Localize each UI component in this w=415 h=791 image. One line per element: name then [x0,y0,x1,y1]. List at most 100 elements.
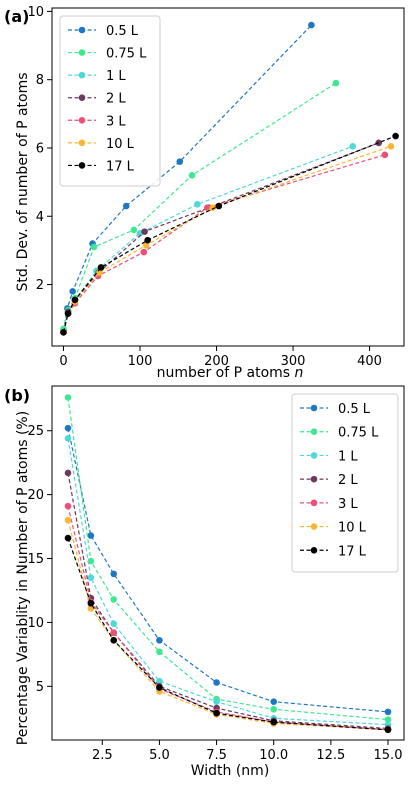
data-point-0-75-l [270,706,278,713]
data-point-17-l [87,599,95,607]
legend-label: 2 L [106,92,126,107]
data-point-1-l [213,698,220,705]
x-tick-label: 400 [357,354,382,369]
legend-label: 10 L [106,137,135,152]
legend-label: 1 L [338,449,358,464]
legend-label: 17 L [338,544,367,559]
panel-b-ylabel: Percentage Variablity in Number of P ato… [15,411,31,745]
legend-marker [78,26,86,34]
data-point-2-l [375,139,383,147]
panel-b-xlabel: Width (nm) [191,763,270,779]
data-point-17-l [144,236,151,244]
data-point-17-l [64,534,72,542]
data-point-17-l [110,637,118,644]
data-point-17-l [270,718,278,726]
data-point-3-l [381,151,389,159]
data-point-17-l [60,329,67,336]
data-point-0-5-l [110,570,118,578]
y-tick-label: 10 [27,616,44,631]
data-point-1-l [64,435,72,442]
legend-label: 3 L [338,497,358,512]
data-point-0-75-l [156,648,163,656]
data-point-0-5-l [87,532,95,539]
data-point-0-75-l [87,557,95,565]
data-point-17-l [392,132,399,140]
x-tick-label: 100 [128,354,153,369]
legend-label: 0.5 L [106,24,139,39]
legend-label: 0.75 L [338,426,379,441]
panel-a-label: (a) [4,7,29,26]
y-tick-label: 2 [36,278,44,293]
x-tick-label: 0 [59,354,67,369]
data-point-17-l [384,726,392,734]
legend: 0.5 L 0.75 L 1 L 2 L 3 L 10 L 17 L [291,393,399,573]
data-point-1-l [87,574,95,581]
x-tick-label: 12.5 [316,748,345,763]
legend-marker [310,523,318,530]
y-tick-label: 6 [36,141,44,156]
legend-marker [310,499,318,507]
data-point-3-l [64,502,72,510]
data-point-0-5-l [213,679,220,686]
x-tick-label: 10.0 [259,748,288,763]
data-point-10-l [387,142,395,150]
data-point-10-l [96,269,103,276]
legend-marker [78,71,86,79]
y-tick-label: 20 [27,488,44,503]
data-point-17-l [97,264,105,271]
data-point-0-5-l [176,158,184,165]
legend-box [291,393,399,573]
data-point-0-5-l [270,698,278,705]
data-point-0-75-l [64,394,72,401]
legend-label: 17 L [106,159,135,174]
data-point-0-5-l [64,424,72,432]
legend-label: 1 L [106,69,126,84]
data-point-0-75-l [384,716,392,723]
data-point-0-75-l [332,79,340,87]
y-tick-label: 8 [36,73,44,88]
data-point-0-5-l [308,21,315,29]
data-point-17-l [64,310,72,317]
y-tick-label: 10 [27,5,44,20]
legend-label: 0.75 L [106,47,147,62]
data-point-10-l [64,516,72,524]
legend-marker [78,94,86,102]
legend-marker [310,452,318,459]
data-point-17-l [71,296,79,304]
x-tick-label: 200 [204,354,229,369]
data-point-17-l [213,709,220,717]
y-tick-label: 4 [36,210,44,225]
legend-marker [310,404,318,412]
x-tick-label: 5.0 [149,748,170,763]
data-point-10-l [209,204,216,212]
legend-label: 10 L [338,521,367,536]
panel-a-plot-area: 0 100 200 300 400 2 4 6 8 10 0.5 L 0.75 L 1 L 2 L 3 L 1… [27,5,405,369]
panel-a-ylabel: Std. Dev. of number of P atoms [15,72,31,291]
y-tick-label: 25 [27,424,44,439]
legend-label: 0.5 L [338,402,371,417]
x-tick-label: 7.5 [206,748,227,763]
data-point-17-l [215,202,223,210]
y-tick-label: 15 [27,552,44,567]
x-tick-label: 2.5 [92,748,113,763]
data-point-0-75-l [110,596,118,603]
y-tick-label: 5 [36,680,44,695]
legend: 0.5 L 0.75 L 1 L 2 L 3 L 10 L 17 L [59,15,161,187]
data-point-0-5-l [156,637,163,644]
legend-marker [78,162,86,169]
legend-marker [310,428,318,436]
legend-marker [78,49,86,56]
data-point-2-l [141,228,148,235]
data-point-3-l [140,248,148,256]
data-point-17-l [156,684,163,691]
data-point-0-75-l [90,243,98,251]
data-point-1-l [110,620,118,628]
data-point-3-l [110,629,118,636]
x-tick-label: 300 [281,354,306,369]
legend-marker [310,546,318,554]
data-point-1-l [194,201,201,208]
panel-b-plot-area: 2.5 5.0 7.5 10.0 12.5 15.0 5 10 15 20 25 0.5 L 0.75 … [27,385,405,763]
data-point-10-l [142,241,150,249]
